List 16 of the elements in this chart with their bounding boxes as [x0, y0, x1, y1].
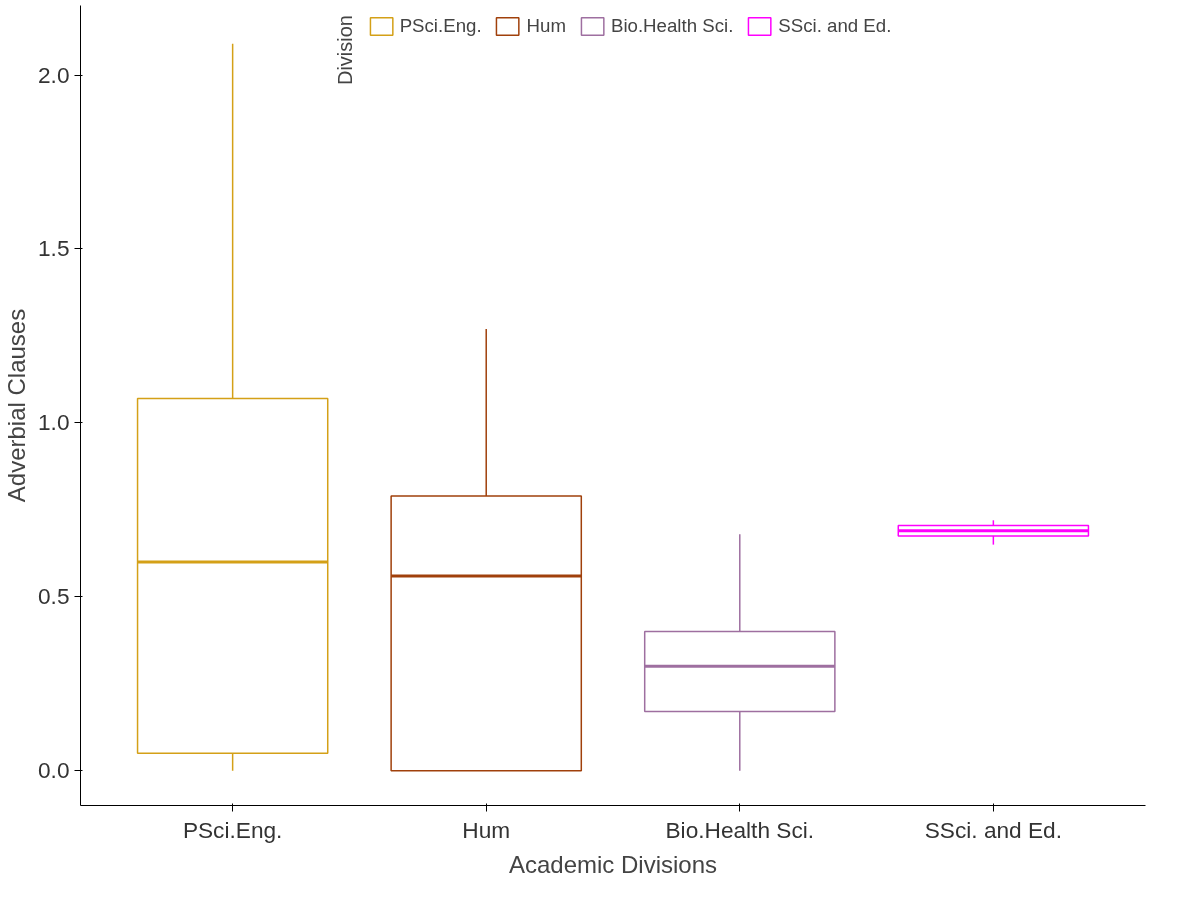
y-tick-label: 0.5: [38, 583, 70, 610]
y-tick-label: 1.5: [38, 235, 70, 262]
legend-label: SSci. and Ed.: [778, 15, 892, 37]
legend-label: PSci.Eng.: [399, 15, 482, 37]
legend-label: Bio.Health Sci.: [610, 15, 734, 37]
legend-title: Division: [333, 15, 357, 86]
y-tick-label: 1.0: [38, 409, 70, 436]
x-tick-label: PSci.Eng.: [182, 816, 283, 843]
legend-label: Hum: [526, 15, 566, 37]
x-tick-label: Hum: [462, 816, 511, 843]
x-axis-title: Academic Divisions: [508, 850, 718, 878]
y-tick-label: 2.0: [38, 61, 70, 88]
x-tick-label: Bio.Health Sci.: [665, 816, 815, 843]
x-tick-label: SSci. and Ed.: [924, 816, 1062, 843]
y-axis-title: Adverbial Clauses: [3, 308, 30, 503]
y-tick-label: 0.0: [38, 757, 70, 784]
